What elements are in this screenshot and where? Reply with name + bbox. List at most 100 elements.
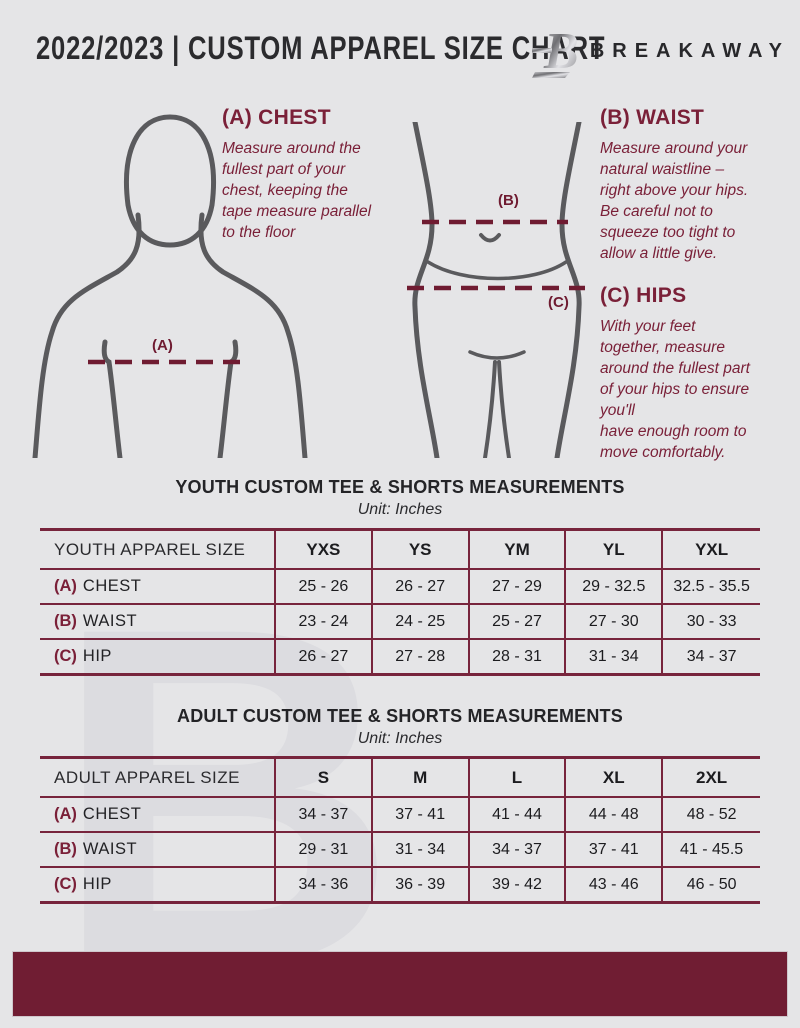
row-label: HIP <box>82 647 112 665</box>
chest-section-heading: (A) CHEST <box>222 106 331 129</box>
page-title: 2022/2023 | CUSTOM APPAREL SIZE CHART <box>36 30 606 66</box>
figure-left-arm-inner <box>101 339 123 458</box>
column-header: M <box>373 759 470 796</box>
waist-marker-label: (B) <box>498 192 519 209</box>
table-cell: 37 - 41 <box>373 798 470 831</box>
column-header: 2XL <box>696 767 728 787</box>
table-cell: 43 - 46 <box>566 868 664 901</box>
figure-crotch-curve <box>468 350 526 360</box>
table-cell: 32.5 - 35.5 <box>673 577 750 595</box>
table-cell: 25 - 26 <box>276 570 373 603</box>
row-header: (A) CHEST <box>40 798 276 831</box>
table-cell: 37 - 41 <box>566 833 664 866</box>
footer-bar <box>12 951 788 1017</box>
table-cell: 29 - 32.5 <box>566 570 664 603</box>
chest-section-body: Measure around the fullest part of your … <box>222 140 372 241</box>
adult-table-header-row: ADULT APPAREL SIZE S M L XL 2XL <box>40 759 760 798</box>
column-header: YM <box>470 531 567 568</box>
adult-table-unit: Unit: Inches <box>357 730 443 747</box>
figure-head <box>124 114 216 248</box>
table-cell: 31 - 34 <box>373 833 470 866</box>
table-cell: 26 - 27 <box>373 570 470 603</box>
column-header: XL <box>566 759 664 796</box>
hips-section-heading: (C) HIPS <box>600 284 687 307</box>
row-header: (B) WAIST <box>40 605 276 638</box>
column-header: YOUTH APPAREL SIZE <box>40 531 276 568</box>
table-cell: 31 - 34 <box>566 640 664 673</box>
column-header: YXL <box>695 539 729 559</box>
table-cell: 34 - 37 <box>470 833 567 866</box>
row-marker: (B) <box>54 612 77 630</box>
table-cell: 25 - 27 <box>470 605 567 638</box>
table-cell: 34 - 37 <box>686 647 737 665</box>
row-label: CHEST <box>82 577 142 595</box>
row-marker: (A) <box>54 577 77 595</box>
column-header: ADULT APPAREL SIZE <box>40 759 276 796</box>
table-cell: 36 - 39 <box>373 868 470 901</box>
table-cell: 28 - 31 <box>470 640 567 673</box>
column-header: S <box>276 759 373 796</box>
figure-left-side <box>412 122 440 458</box>
brand-name: BREAKAWAY <box>589 39 790 62</box>
table-row: (A) CHEST 34 - 37 37 - 41 41 - 44 44 - 4… <box>40 798 760 833</box>
youth-table-title: YOUTH CUSTOM TEE & SHORTS MEASUREMENTS <box>175 477 625 497</box>
youth-table-header-row: YOUTH APPAREL SIZE YXS YS YM YL YXL <box>40 531 760 570</box>
row-label: HIP <box>82 875 112 893</box>
table-row: (B) WAIST 29 - 31 31 - 34 34 - 37 37 - 4… <box>40 833 760 868</box>
hips-marker-label: (C) <box>548 294 569 311</box>
table-row: (C) HIP 26 - 27 27 - 28 28 - 31 31 - 34 … <box>40 640 760 673</box>
adult-table-title: ADULT CUSTOM TEE & SHORTS MEASUREMENTS <box>177 706 623 726</box>
table-cell: 39 - 42 <box>470 868 567 901</box>
adult-size-table: ADULT APPAREL SIZE S M L XL 2XL (A) CHES… <box>40 756 760 904</box>
chest-marker-label: (A) <box>152 337 173 354</box>
table-cell: 24 - 25 <box>373 605 470 638</box>
row-header: (A) CHEST <box>40 570 276 603</box>
waist-section-body: Measure around your natural waistline – … <box>600 140 749 262</box>
column-header: YS <box>373 531 470 568</box>
row-label: CHEST <box>82 805 142 823</box>
youth-size-table: YOUTH APPAREL SIZE YXS YS YM YL YXL (A) … <box>40 528 760 676</box>
chest-figure-diagram <box>25 110 315 458</box>
row-label: WAIST <box>82 612 138 630</box>
table-cell: 27 - 28 <box>373 640 470 673</box>
table-cell: 30 - 33 <box>686 612 737 630</box>
row-marker: (C) <box>54 647 77 665</box>
figure-right-shoulder <box>198 212 308 458</box>
table-cell: 27 - 30 <box>566 605 664 638</box>
table-cell: 26 - 27 <box>276 640 373 673</box>
row-label: WAIST <box>82 840 138 858</box>
row-header: (B) WAIST <box>40 833 276 866</box>
table-cell: 41 - 45.5 <box>680 840 744 858</box>
table-cell: 29 - 31 <box>276 833 373 866</box>
background-watermark-letter: B <box>52 527 399 1028</box>
column-header: YL <box>566 531 664 568</box>
table-cell: 27 - 29 <box>470 570 567 603</box>
table-cell: 44 - 48 <box>566 798 664 831</box>
table-cell: 23 - 24 <box>276 605 373 638</box>
figure-navel <box>479 233 501 243</box>
table-row: (A) CHEST 25 - 26 26 - 27 27 - 29 29 - 3… <box>40 570 760 605</box>
column-header: YXS <box>276 531 373 568</box>
youth-table-unit: Unit: Inches <box>357 501 443 518</box>
hips-section-body: With your feet together, measure around … <box>600 318 750 461</box>
figure-left-shoulder <box>32 212 142 458</box>
figure-left-leg-inner <box>483 360 497 458</box>
row-marker: (C) <box>54 875 77 893</box>
waist-hips-figure-diagram <box>393 122 603 458</box>
breakaway-logo-icon: B <box>531 22 578 80</box>
row-marker: (B) <box>54 840 77 858</box>
table-cell: 41 - 44 <box>470 798 567 831</box>
table-row: (C) HIP 34 - 36 36 - 39 39 - 42 43 - 46 … <box>40 868 760 901</box>
table-cell: 46 - 50 <box>686 875 737 893</box>
table-row: (B) WAIST 23 - 24 24 - 25 25 - 27 27 - 3… <box>40 605 760 640</box>
row-header: (C) HIP <box>40 868 276 901</box>
figure-waistband-curve <box>426 260 568 281</box>
waist-section-heading: (B) WAIST <box>600 106 705 129</box>
table-cell: 34 - 36 <box>276 868 373 901</box>
figure-right-arm-inner <box>217 339 239 458</box>
figure-right-side <box>554 122 582 458</box>
row-header: (C) HIP <box>40 640 276 673</box>
figure-right-leg-inner <box>497 360 511 458</box>
table-cell: 48 - 52 <box>686 805 737 823</box>
